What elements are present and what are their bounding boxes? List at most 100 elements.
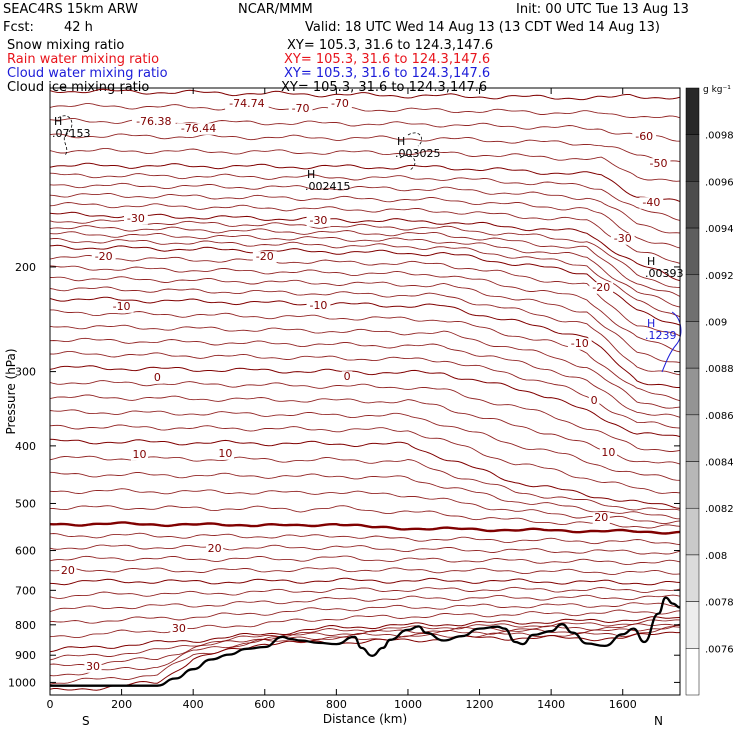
colorbar-unit: g kg⁻¹ — [703, 85, 731, 95]
contour-label: -30 — [127, 212, 145, 225]
contour-label-bg — [91, 251, 116, 263]
contour-label: -76.38 — [136, 115, 171, 128]
terrain-layer — [50, 596, 680, 687]
field-name-snow: Snow mixing ratio — [7, 38, 125, 53]
contour-label: 0 — [344, 370, 351, 383]
field-xy-rain: XY= 105.3, 31.6 to 124.3,147.6 — [284, 52, 491, 67]
colorbar-cell — [685, 181, 700, 229]
contour-label-bg — [288, 103, 313, 115]
fcst-value: 42 h — [64, 20, 93, 35]
h-marker: H — [307, 168, 315, 181]
contour-label: -70 — [331, 97, 349, 110]
contour-minor — [50, 455, 680, 511]
contour-label-bg — [632, 131, 657, 143]
contour-label-bg — [176, 123, 221, 135]
colorbar-label: .0078 — [705, 598, 734, 609]
y-tick-label: 800 — [15, 619, 36, 632]
contour-label-bg — [646, 158, 671, 170]
contour-label: 20 — [594, 511, 608, 524]
colorbar-cell — [685, 274, 700, 322]
colorbar-cell — [685, 321, 700, 369]
contour-label-bg — [599, 447, 618, 459]
x-tick-label: 1000 — [394, 698, 422, 711]
contour-label-bg — [306, 215, 331, 227]
contour-label: -10 — [571, 337, 589, 350]
contour-20 — [50, 616, 680, 653]
colorbar-label: .0098 — [705, 131, 734, 142]
contour-label: 10 — [132, 448, 146, 461]
y-tick-label: 400 — [15, 440, 36, 453]
contour-label-bg — [328, 98, 352, 110]
colorbar-label: .009 — [705, 317, 727, 328]
contour-label: -20 — [592, 281, 610, 294]
contour-0 — [50, 521, 680, 535]
contour-label-bg — [225, 98, 269, 110]
contour-label: 20 — [208, 542, 222, 555]
contour-minor — [50, 265, 680, 353]
x-tick-label: 600 — [254, 698, 275, 711]
contour-minor — [50, 286, 680, 376]
contour-minor — [50, 619, 680, 661]
contour-minor — [50, 324, 680, 409]
contour-label: -20 — [256, 250, 274, 263]
colorbar-label: .0088 — [705, 364, 734, 375]
y-tick-label: 1000 — [8, 676, 36, 689]
y-tick-label: 500 — [15, 497, 36, 510]
h-value: .07153 — [52, 127, 91, 140]
contour-label-bg — [152, 372, 163, 384]
contour-minor — [50, 602, 680, 624]
contour-minor — [50, 623, 680, 667]
contour-label: -50 — [650, 157, 668, 170]
valid-time: Valid: 18 UTC Wed 14 Aug 13 (13 CDT Wed … — [305, 20, 660, 35]
contour-label-bg — [84, 661, 102, 673]
x-tick-label: 0 — [47, 698, 54, 711]
contour-minor — [50, 409, 680, 481]
contour-minor — [50, 532, 680, 546]
x-axis-label: Distance (km) — [323, 712, 407, 726]
contour--30 — [50, 296, 680, 388]
contour-label-bg — [610, 233, 635, 245]
axes: 0 200 400 600 800 1000 1200 1400 160020030040050… — [4, 87, 681, 728]
y-tick-label: 700 — [15, 584, 36, 597]
model-title: SEAC4RS 15km ARW — [3, 2, 139, 17]
ice-contour — [399, 132, 422, 171]
y-tick-label: 300 — [15, 366, 36, 379]
contour-label-bg — [170, 623, 188, 635]
contour-minor — [50, 237, 680, 318]
temperature-contours: -76.38 -76.44 -74.74 -70 -70 -60 -50 -40 -30 -30 -… — [50, 88, 680, 691]
contour-label-bg — [216, 448, 234, 460]
y-tick-label: 200 — [15, 261, 36, 274]
x-tick-label: 1600 — [609, 698, 637, 711]
contour-label-bg — [639, 197, 664, 209]
contour-label: 10 — [218, 447, 232, 460]
colorbar-cell — [685, 648, 700, 696]
contour-minor — [50, 471, 680, 520]
init-time: Init: 00 UTC Tue 13 Aug 13 — [516, 2, 689, 17]
x-tick-label: 800 — [326, 698, 347, 711]
colorbar-label: .0076 — [705, 644, 734, 655]
contour-minor — [50, 586, 680, 599]
h-value: .002415 — [305, 180, 351, 193]
contour-minor — [50, 488, 680, 525]
contour-label-bg — [130, 449, 149, 461]
h-value: .003025 — [395, 147, 441, 160]
colorbar-cell — [685, 507, 700, 556]
contour-label-bg — [592, 512, 610, 524]
contour-label-bg — [306, 300, 331, 312]
contour-minor — [50, 567, 680, 576]
contour-label-bg — [59, 565, 77, 577]
contour-minor — [50, 255, 680, 337]
contour-minor — [50, 202, 680, 264]
contour--70 — [50, 88, 680, 101]
endpoint-right-label: N — [654, 714, 663, 728]
colorbar: .0098 .0096 .0094 .0092 .009 .0088 .0086 .0084.… — [685, 85, 734, 696]
contour-label: 0 — [154, 371, 161, 384]
contour--10 — [50, 438, 680, 509]
contour-minor — [50, 172, 680, 221]
x-tick-label: 1200 — [466, 698, 494, 711]
contour-label: 30 — [172, 622, 186, 635]
contour-minor — [50, 182, 680, 234]
contour-label: 20 — [61, 564, 75, 577]
contour-minor — [50, 337, 680, 418]
